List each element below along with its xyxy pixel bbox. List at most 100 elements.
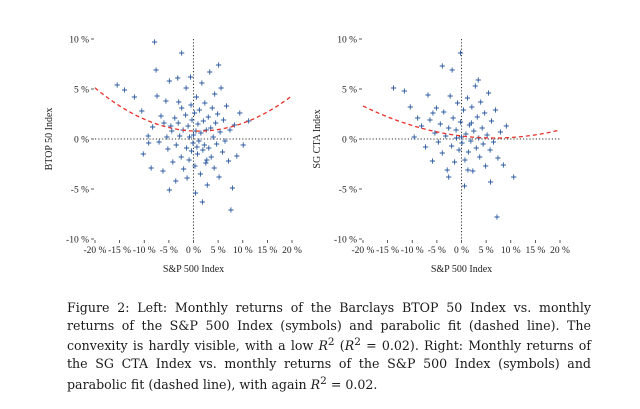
data-point bbox=[231, 122, 237, 128]
data-point bbox=[425, 92, 431, 98]
data-point bbox=[479, 125, 485, 131]
data-point bbox=[196, 138, 202, 144]
r2-symbol: R bbox=[310, 376, 321, 392]
data-point bbox=[415, 115, 421, 121]
data-point bbox=[209, 105, 215, 111]
data-point bbox=[433, 105, 439, 111]
y-tick-label: -5 % bbox=[71, 185, 89, 195]
data-point bbox=[227, 127, 233, 133]
data-point bbox=[468, 138, 474, 144]
y-tick-label: 10 % bbox=[69, 35, 89, 45]
x-tick-label: -5 % bbox=[428, 246, 446, 256]
data-point bbox=[176, 99, 182, 105]
data-point bbox=[478, 99, 484, 105]
caption-text-1: Figure 2: Left: Monthly returns of the B… bbox=[67, 300, 591, 354]
data-point bbox=[164, 134, 170, 140]
data-point bbox=[139, 108, 145, 114]
data-point bbox=[453, 127, 459, 133]
data-point bbox=[453, 135, 460, 141]
y-tick-label: 0 % bbox=[74, 135, 89, 145]
data-point bbox=[183, 85, 189, 91]
data-point bbox=[191, 110, 198, 116]
data-point bbox=[114, 82, 120, 88]
x-axis-label: S&P 500 Index bbox=[163, 264, 224, 275]
y-tick-label: 10 % bbox=[337, 35, 357, 45]
x-tick-label: -20 % bbox=[352, 246, 375, 256]
data-point bbox=[166, 78, 172, 84]
data-point bbox=[190, 140, 196, 146]
data-point bbox=[187, 74, 194, 80]
data-point bbox=[485, 90, 492, 96]
data-point bbox=[177, 133, 183, 139]
data-point bbox=[446, 174, 452, 180]
data-point bbox=[458, 134, 465, 140]
data-point bbox=[173, 142, 179, 148]
data-point bbox=[446, 125, 452, 131]
data-point bbox=[482, 110, 488, 116]
data-point bbox=[462, 157, 468, 163]
data-point bbox=[472, 83, 478, 89]
data-point bbox=[201, 142, 207, 148]
data-point bbox=[190, 132, 197, 138]
data-point bbox=[465, 167, 471, 173]
data-point bbox=[439, 63, 445, 69]
parabolic-fit-line bbox=[94, 87, 293, 132]
data-point bbox=[487, 147, 493, 153]
y-axis-label: SG CTA Index bbox=[312, 109, 323, 168]
r2-symbol: R bbox=[344, 338, 355, 354]
data-point bbox=[229, 185, 236, 191]
data-point bbox=[488, 118, 495, 124]
data-point bbox=[205, 114, 211, 120]
data-point bbox=[456, 147, 462, 153]
data-point bbox=[193, 94, 200, 100]
data-point bbox=[427, 117, 433, 123]
chart-figure: 10 %5 %0 %-5 %-10 %-20 % -15 % -10 % -5 % 0 … bbox=[44, 35, 570, 275]
data-point bbox=[447, 93, 453, 99]
data-point bbox=[401, 88, 407, 94]
data-point bbox=[203, 160, 209, 166]
data-point bbox=[178, 154, 184, 160]
data-point bbox=[494, 214, 500, 220]
data-point bbox=[156, 139, 162, 145]
x-tick-label: -10 % bbox=[401, 246, 424, 256]
data-point bbox=[497, 129, 504, 135]
data-point bbox=[219, 149, 226, 155]
x-tick-label: -10 % bbox=[133, 246, 156, 256]
data-point bbox=[210, 134, 216, 140]
data-point bbox=[220, 117, 227, 123]
data-point bbox=[185, 123, 191, 129]
data-point bbox=[194, 151, 201, 157]
data-point bbox=[457, 119, 464, 125]
data-point bbox=[390, 85, 397, 91]
data-point bbox=[444, 167, 450, 173]
data-point bbox=[145, 133, 151, 139]
data-point bbox=[207, 69, 213, 75]
data-point bbox=[211, 165, 217, 171]
data-point bbox=[215, 111, 221, 117]
data-point bbox=[480, 141, 486, 147]
caption-text-3: = 0.02). Right: Monthly returns of the S… bbox=[67, 338, 591, 392]
data-point bbox=[206, 145, 212, 151]
data-point bbox=[463, 131, 469, 137]
data-point bbox=[464, 95, 471, 101]
data-point bbox=[179, 50, 185, 56]
data-point bbox=[173, 178, 179, 184]
y-axis-label: BTOP 50 Index bbox=[44, 108, 55, 171]
data-point bbox=[435, 139, 441, 145]
data-point bbox=[500, 162, 506, 168]
y-tick-label: 0 % bbox=[342, 135, 357, 145]
data-point bbox=[422, 144, 429, 150]
data-point bbox=[200, 147, 206, 153]
x-tick-label: 15 % bbox=[525, 246, 545, 256]
data-point bbox=[184, 175, 190, 181]
x-tick-label: -5 % bbox=[160, 246, 178, 256]
data-point bbox=[166, 187, 172, 193]
parabolic-fit-line bbox=[362, 105, 561, 139]
data-point bbox=[192, 163, 198, 169]
data-point bbox=[490, 139, 497, 145]
data-point bbox=[213, 120, 219, 126]
x-tick-label: 5 % bbox=[211, 246, 226, 256]
data-point bbox=[212, 91, 218, 97]
data-point bbox=[214, 141, 220, 147]
